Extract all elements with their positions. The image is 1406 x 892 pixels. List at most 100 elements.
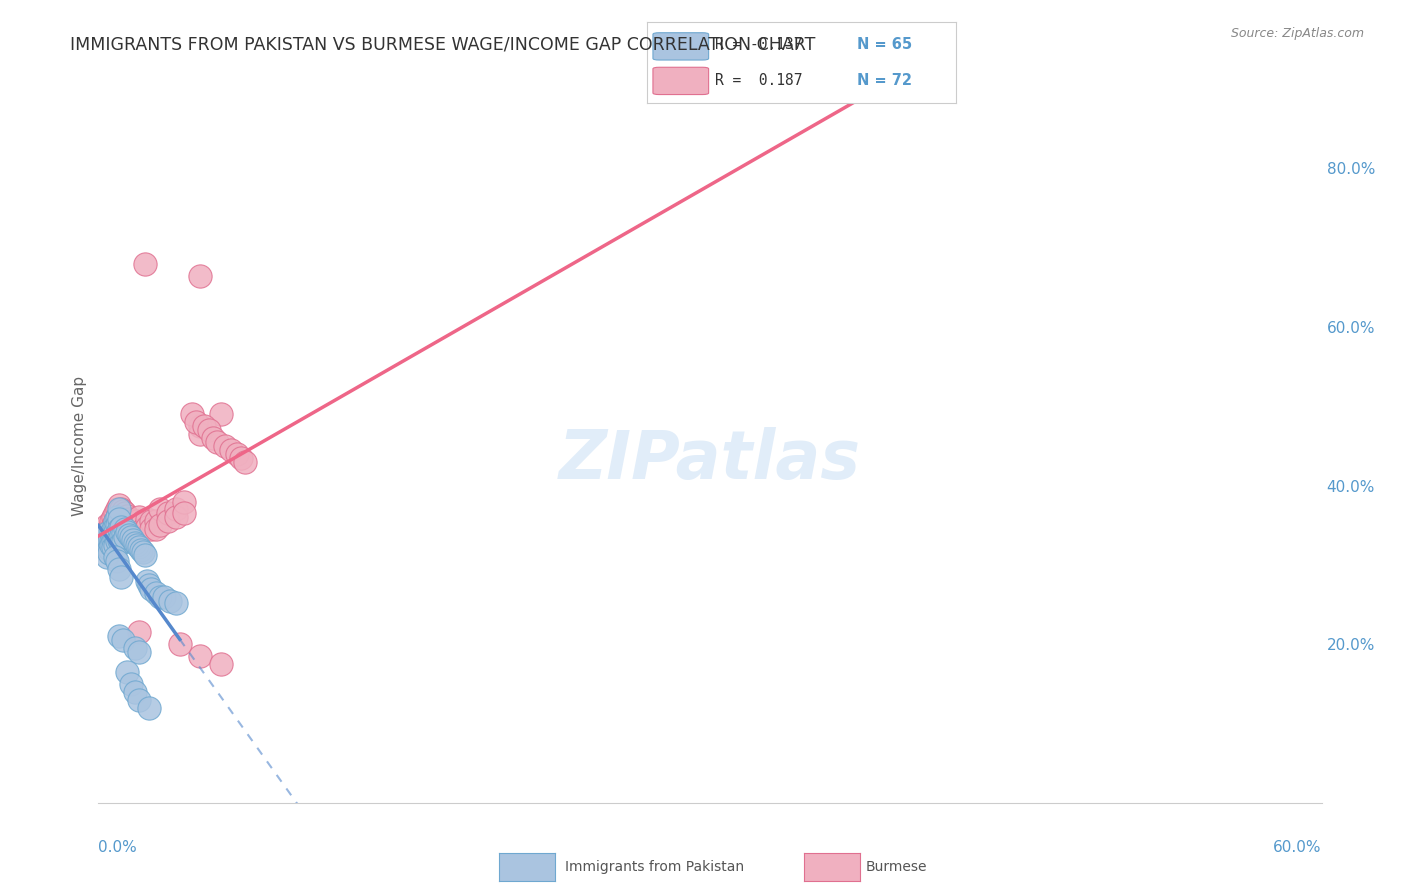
Point [104,538,127,552]
Point [124,685,146,699]
Point [97,534,120,549]
Point [127,538,149,552]
Point [91,534,114,549]
Text: IMMIGRANTS FROM PAKISTAN VS BURMESE WAGE/INCOME GAP CORRELATION CHART: IMMIGRANTS FROM PAKISTAN VS BURMESE WAGE… [70,36,815,54]
Point [110,570,132,584]
Point [115,524,138,539]
Point [141,522,163,536]
Point [93,538,115,552]
Point [145,522,167,536]
Point [105,534,128,549]
Point [108,522,131,536]
Point [96,549,118,564]
Point [209,407,232,421]
Point [214,439,236,453]
Point [128,692,150,706]
Point [114,514,136,528]
Point [124,535,146,549]
Point [96,528,118,542]
Point [122,533,145,547]
Point [136,520,159,534]
Point [226,447,249,461]
Point [138,578,160,592]
Point [145,585,167,599]
Point [105,518,128,533]
Point [108,533,131,547]
Point [105,510,128,524]
Point [186,415,208,429]
Point [152,590,174,604]
Point [124,518,146,533]
Point [91,530,114,544]
Point [114,522,136,536]
Point [104,530,127,544]
Point [97,530,120,544]
Point [209,657,232,671]
Point [136,512,159,526]
Point [136,574,159,588]
Point [128,518,150,533]
Text: 60.0%: 60.0% [1274,840,1322,855]
Point [108,507,131,521]
Point [101,530,124,544]
Point [108,629,131,643]
Text: R =  0.187: R = 0.187 [714,72,803,87]
Point [101,518,124,533]
Point [128,541,150,555]
Point [100,522,122,536]
Point [100,514,122,528]
Point [165,502,187,516]
Point [111,504,134,518]
Point [120,530,142,544]
Point [104,520,127,534]
Point [104,524,127,539]
Point [128,645,150,659]
Point [128,625,150,640]
Point [149,518,172,533]
Point [108,512,131,526]
Point [193,419,215,434]
Point [124,641,146,656]
Point [165,510,187,524]
Point [156,514,179,528]
Point [115,508,138,523]
Point [118,528,141,542]
Text: Source: ZipAtlas.com: Source: ZipAtlas.com [1230,27,1364,40]
Point [138,700,160,714]
Point [111,512,134,526]
Point [165,596,187,610]
Point [115,665,138,679]
Point [169,637,191,651]
Point [111,534,134,549]
Point [101,522,124,536]
Point [105,526,128,541]
Text: Burmese: Burmese [866,860,928,874]
Point [108,562,131,576]
Point [132,545,155,559]
Point [96,526,118,541]
Text: R = -0.137: R = -0.137 [714,37,803,53]
Point [110,518,132,533]
Point [97,542,120,557]
Point [114,507,136,521]
Point [108,499,131,513]
Point [110,528,132,542]
Point [141,514,163,528]
Point [181,407,204,421]
Point [118,512,141,526]
Point [105,554,128,568]
Point [141,582,163,596]
Point [134,257,156,271]
Point [156,507,179,521]
Point [188,268,212,283]
Point [219,442,242,457]
Point [110,510,132,524]
Point [173,507,195,521]
Point [97,546,120,560]
Point [104,507,127,521]
Text: 0.0%: 0.0% [98,840,138,855]
Point [105,502,128,516]
Point [111,633,134,648]
Y-axis label: Wage/Income Gap: Wage/Income Gap [72,376,87,516]
Point [173,494,195,508]
